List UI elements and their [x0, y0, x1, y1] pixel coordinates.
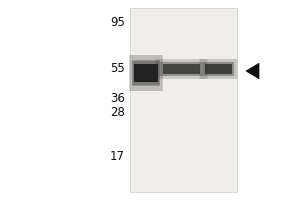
- FancyBboxPatch shape: [205, 64, 232, 74]
- FancyBboxPatch shape: [203, 62, 234, 76]
- Text: 28: 28: [110, 106, 125, 119]
- FancyBboxPatch shape: [200, 59, 237, 79]
- Text: 36: 36: [110, 92, 125, 106]
- Text: 95: 95: [110, 16, 125, 28]
- FancyBboxPatch shape: [134, 64, 158, 82]
- FancyBboxPatch shape: [156, 59, 207, 79]
- FancyBboxPatch shape: [132, 60, 160, 86]
- Bar: [130, 8, 237, 192]
- FancyBboxPatch shape: [163, 64, 200, 74]
- Text: 55: 55: [110, 62, 125, 74]
- Polygon shape: [246, 63, 259, 79]
- Text: 17: 17: [110, 150, 125, 164]
- FancyBboxPatch shape: [129, 55, 163, 91]
- FancyBboxPatch shape: [160, 62, 203, 76]
